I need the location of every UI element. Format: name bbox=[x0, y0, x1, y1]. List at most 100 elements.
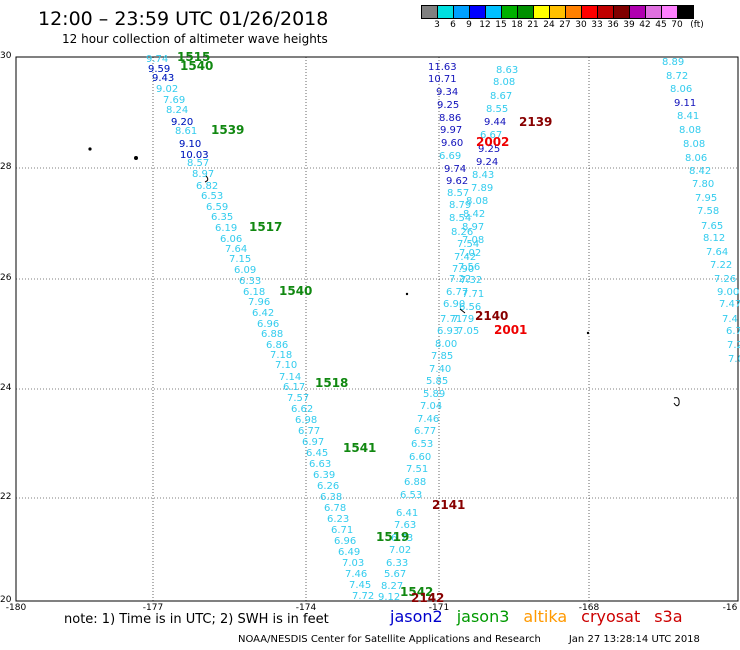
swh-labels: 9.749.599.439.027.698.249.208.619.1010.0… bbox=[146, 50, 740, 605]
island-dot bbox=[586, 331, 590, 335]
swh-value: 6.77 bbox=[414, 426, 436, 437]
island-outline bbox=[204, 175, 209, 183]
swh-value: 9.74 bbox=[146, 54, 168, 65]
swh-value: 8.06 bbox=[670, 84, 692, 95]
swh-value: 8.08 bbox=[683, 139, 705, 150]
swh-value: 8.06 bbox=[685, 153, 707, 164]
legend-tick: 24 bbox=[543, 20, 555, 30]
swh-value: 6.88 bbox=[404, 477, 426, 488]
swh-value: 9.44 bbox=[484, 117, 506, 128]
swh-value: 6.53 bbox=[400, 490, 422, 501]
x-tick-label: -177 bbox=[142, 603, 164, 613]
swh-value: 6.86 bbox=[266, 340, 288, 351]
swh-value: 9.00 bbox=[717, 287, 739, 298]
swh-value: 6.60 bbox=[409, 452, 431, 463]
swh-value: 8.08 bbox=[493, 77, 515, 88]
legend-swatch bbox=[645, 5, 662, 19]
swh-value: 8.86 bbox=[439, 113, 461, 124]
swh-value: 7.46 bbox=[417, 414, 439, 425]
swh-value: 9.74 bbox=[444, 164, 466, 175]
legend-tick: (ft) bbox=[690, 20, 704, 30]
pass-id: 1517 bbox=[249, 220, 282, 234]
legend-swatch bbox=[661, 5, 678, 19]
pass-id: 1540 bbox=[279, 284, 312, 298]
swh-value: 6.06 bbox=[220, 234, 242, 245]
swh-value: 6.62 bbox=[291, 404, 313, 415]
legend-swatch bbox=[517, 5, 534, 19]
swh-value: 9.43 bbox=[152, 73, 174, 84]
swh-value: 8.67 bbox=[490, 91, 512, 102]
pass-id: 1518 bbox=[315, 376, 348, 390]
legend-tick: 18 bbox=[511, 20, 523, 30]
swh-value: 6.93 bbox=[437, 326, 459, 337]
legend-tick: 39 bbox=[623, 20, 635, 30]
pass-id: 2141 bbox=[432, 498, 465, 512]
pass-id: 1542 bbox=[400, 585, 433, 599]
swh-value: 7.85 bbox=[431, 351, 453, 362]
swh-value: 7.95 bbox=[695, 193, 717, 204]
legend-tick: 15 bbox=[495, 20, 507, 30]
swh-value: 6.33 bbox=[386, 558, 408, 569]
swh-value: 7.64 bbox=[225, 244, 247, 255]
swh-value: 6.78 bbox=[324, 503, 346, 514]
y-tick-label: 26 bbox=[0, 273, 12, 283]
map-plot-area: 9.74 9.59 9.43 9.02 7.69 8.24 9.20 8.61 9.10 10.0… bbox=[15, 50, 740, 605]
legend-tick: 21 bbox=[527, 20, 539, 30]
swh-value: 7.40 bbox=[429, 364, 451, 375]
swh-value: 6.63 bbox=[309, 459, 331, 470]
y-tick-label: 28 bbox=[0, 162, 12, 172]
swh-value: 5.67 bbox=[384, 569, 406, 580]
island-dot bbox=[134, 156, 138, 160]
swh-value: 6.09 bbox=[234, 265, 256, 276]
swh-value: 6.38 bbox=[320, 492, 342, 503]
credit-line: NOAA/NESDIS Center for Satellite Applica… bbox=[238, 634, 700, 645]
swh-value: 6.90 bbox=[443, 299, 465, 310]
legend-swatch bbox=[549, 5, 566, 19]
swh-value: 6.41 bbox=[396, 508, 418, 519]
legend-tick: 12 bbox=[479, 20, 491, 30]
swh-value: 6.98 bbox=[295, 415, 317, 426]
legend-tick: 6 bbox=[450, 20, 456, 30]
swh-value: 8.97 bbox=[462, 222, 484, 233]
legend-swatch bbox=[629, 5, 646, 19]
swh-value: 9.20 bbox=[171, 117, 193, 128]
swh-value: 7.22 bbox=[449, 274, 471, 285]
legend-swatches bbox=[421, 5, 694, 19]
swh-value: 6.45 bbox=[306, 448, 328, 459]
swh-value: 7.54 bbox=[457, 239, 479, 250]
footnote: note: 1) Time is in UTC; 2) SWH is in fe… bbox=[64, 612, 329, 627]
swh-value: 6.26 bbox=[317, 481, 339, 492]
swh-value: 6.18 bbox=[243, 287, 265, 298]
swh-value: 8.41 bbox=[677, 111, 699, 122]
swh-value: 7.58 bbox=[697, 206, 719, 217]
swh-value: 8.08 bbox=[679, 125, 701, 136]
swh-value: 9.59 bbox=[148, 64, 170, 75]
legend-swatch bbox=[421, 5, 438, 19]
swh-value: 7.89 bbox=[471, 183, 493, 194]
swh-value: 7.4 bbox=[722, 314, 738, 325]
legend-swatch bbox=[453, 5, 470, 19]
swh-value: 9.10 bbox=[179, 139, 201, 150]
swh-value: 7.63 bbox=[394, 520, 416, 531]
legend-tick: 27 bbox=[559, 20, 571, 30]
x-tick-label: -16 bbox=[722, 603, 738, 613]
swh-value: 6.53 bbox=[411, 439, 433, 450]
legend-swatch bbox=[565, 5, 582, 19]
swh-value: 8.89 bbox=[662, 57, 684, 68]
swh-value: 9.10 bbox=[179, 139, 201, 150]
swh-value: 9.20 bbox=[171, 117, 193, 128]
island-dot bbox=[405, 292, 409, 296]
swh-value: 8.54 bbox=[449, 213, 471, 224]
swh-value: 5.85 bbox=[426, 376, 448, 387]
swh-value: 8.27 bbox=[381, 581, 403, 592]
swh-value: 7.80 bbox=[692, 179, 714, 190]
swh-value: 6.96 bbox=[257, 319, 279, 330]
grid-lines bbox=[16, 57, 738, 601]
legend-swatch bbox=[485, 5, 502, 19]
swh-value: 7.65 bbox=[701, 221, 723, 232]
swh-value: 8.55 bbox=[486, 104, 508, 115]
swh-value: 7.0 bbox=[728, 354, 740, 365]
swh-value: 6.42 bbox=[252, 308, 274, 319]
island-outline bbox=[459, 308, 466, 314]
credit-text: NOAA/NESDIS Center for Satellite Applica… bbox=[238, 634, 541, 645]
